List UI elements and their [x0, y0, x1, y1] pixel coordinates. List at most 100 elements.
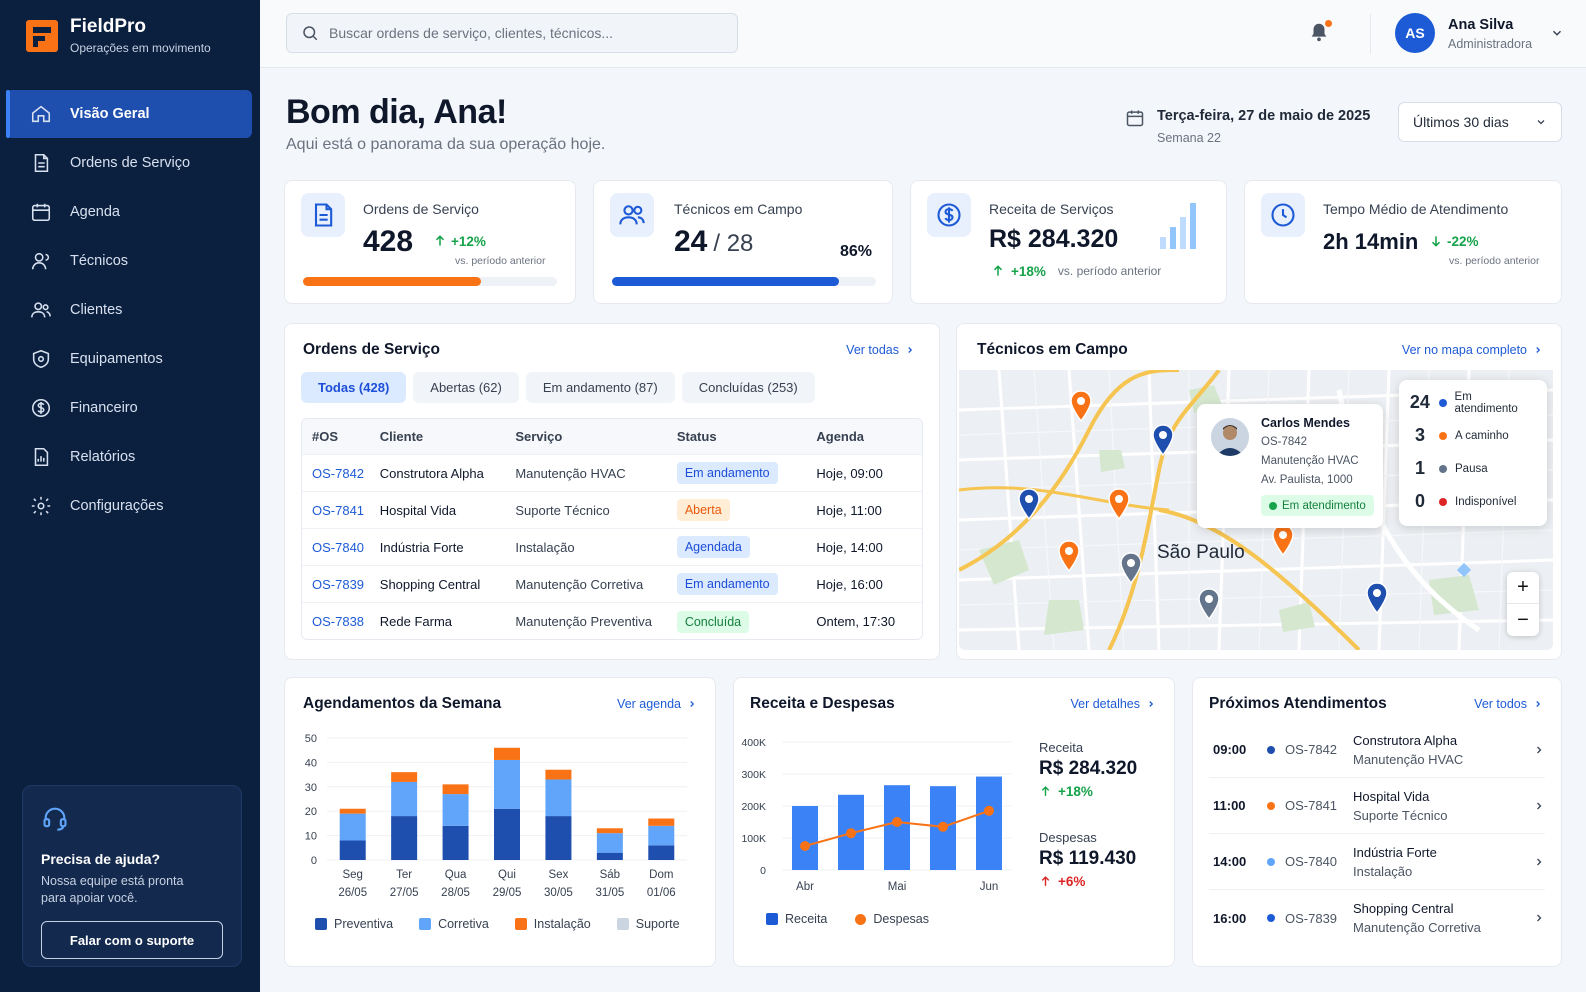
map-view[interactable]: Carlos Mendes OS-7842 Manutenção HVAC Av…	[959, 370, 1553, 650]
bar-segment[interactable]	[648, 818, 675, 826]
bar-segment[interactable]	[339, 840, 366, 860]
map-pin-icon[interactable]	[1365, 582, 1389, 614]
orders-tab[interactable]: Concluídas (253)	[681, 372, 815, 403]
bar-segment[interactable]	[648, 825, 675, 846]
upcoming-item[interactable]: 09:00 OS-7842 Construtora Alpha Manutenção …	[1209, 722, 1545, 778]
sidebar-item-agenda[interactable]: Agenda	[6, 188, 252, 236]
map-pin-icon[interactable]	[1271, 524, 1295, 556]
bar-segment[interactable]	[545, 769, 572, 780]
tech-popup[interactable]: Carlos Mendes OS-7842 Manutenção HVAC Av…	[1197, 404, 1383, 528]
table-row[interactable]: OS-7841 Hospital Vida Suporte Técnico Abert…	[302, 492, 922, 529]
finance-link[interactable]: Ver detalhes	[1071, 697, 1157, 711]
sidebar-item-visao-geral[interactable]: Visão Geral	[6, 90, 252, 138]
os-link[interactable]: OS-7842	[312, 465, 365, 481]
bar-segment[interactable]	[494, 747, 520, 760]
map-full-link[interactable]: Ver no mapa completo	[1402, 343, 1543, 357]
avatar[interactable]: AS	[1395, 13, 1435, 53]
sidebar-item-configuracoes[interactable]: Configurações	[6, 482, 252, 530]
map-title: Técnicos em Campo	[977, 341, 1128, 358]
bar-segment[interactable]	[648, 845, 675, 860]
expense-point[interactable]	[892, 817, 902, 827]
current-date: Terça-feira, 27 de maio de 2025	[1157, 108, 1371, 124]
table-row[interactable]: OS-7842 Construtora Alpha Manutenção HVAC E…	[302, 455, 922, 492]
period-select[interactable]: Últimos 30 dias	[1398, 102, 1562, 142]
revenue-bar[interactable]	[792, 806, 818, 870]
bar-segment[interactable]	[545, 816, 572, 860]
search-input[interactable]: Buscar ordens de serviço, clientes, técn…	[286, 13, 738, 53]
upcoming-service: Instalação	[1353, 863, 1413, 879]
status-badge: Aberta	[676, 499, 730, 521]
os-link[interactable]: OS-7839	[312, 576, 365, 592]
zoom-in-button[interactable]: +	[1507, 572, 1539, 604]
bar-segment[interactable]	[339, 813, 366, 841]
kpi-techs-value: 24	[674, 225, 708, 258]
orders-tab[interactable]: Todas (428)	[301, 372, 407, 403]
orders-tab[interactable]: Em andamento (87)	[525, 372, 675, 403]
upcoming-item[interactable]: 16:00 OS-7839 Shopping Central Manutenção C…	[1209, 890, 1545, 946]
map-pin-icon[interactable]	[1151, 424, 1175, 456]
os-link[interactable]: OS-7841	[312, 502, 365, 518]
bar-segment[interactable]	[442, 784, 469, 795]
bar-segment[interactable]	[391, 816, 418, 860]
bar-segment[interactable]	[391, 781, 418, 817]
expense-point[interactable]	[984, 805, 994, 816]
bar-segment[interactable]	[442, 825, 469, 860]
support-button[interactable]: Falar com o suporte	[41, 921, 223, 959]
sidebar-item-relatorios[interactable]: Relatórios	[6, 433, 252, 481]
table-row[interactable]: OS-7838 Rede Farma Manutenção Preventiva Co…	[302, 603, 922, 639]
expense-point[interactable]	[846, 828, 856, 839]
schedule-link[interactable]: Ver agenda	[617, 697, 697, 711]
bar-segment[interactable]	[545, 779, 572, 817]
upcoming-link[interactable]: Ver todos	[1474, 697, 1543, 711]
os-link[interactable]: OS-7840	[312, 539, 365, 555]
upcoming-item[interactable]: 11:00 OS-7841 Hospital Vida Suporte Técnico	[1209, 778, 1545, 834]
legend-item: Suporte	[616, 917, 680, 931]
table-row[interactable]: OS-7839 Shopping Central Manutenção Corret…	[302, 566, 922, 603]
bar-segment[interactable]	[442, 794, 469, 826]
finance-chart-panel: Receita e Despesas Ver detalhes 400K 300K…	[733, 677, 1175, 967]
kpi-revenue[interactable]: Receita de Serviços R$ 284.320 +18% vs. …	[910, 180, 1227, 304]
user-name[interactable]: Ana Silva	[1448, 17, 1514, 33]
upcoming-panel: Próximos Atendimentos Ver todos 09:00 OS-…	[1192, 677, 1562, 967]
sidebar-item-ordens-de-servico[interactable]: Ordens de Serviço	[6, 139, 252, 187]
upcoming-item[interactable]: 14:00 OS-7840 Indústria Forte Instalação	[1209, 834, 1545, 890]
chevron-right-icon	[908, 347, 913, 353]
bar-segment[interactable]	[494, 808, 520, 860]
map-pin-icon[interactable]	[1069, 390, 1093, 422]
x-date-label: 01/06	[647, 887, 676, 899]
users-icon	[31, 302, 51, 318]
brand[interactable]: FieldPro Operações em movimento	[26, 16, 211, 55]
kpi-techs[interactable]: Técnicos em Campo 24 / 28 86%	[593, 180, 893, 304]
bar-segment[interactable]	[391, 772, 418, 782]
revenue-bar[interactable]	[976, 776, 1002, 870]
sidebar-item-equipamentos[interactable]: Equipamentos	[6, 335, 252, 383]
revenue-bar[interactable]	[884, 785, 910, 870]
kpi-orders-icon-wrap	[301, 193, 345, 237]
expense-point[interactable]	[938, 821, 948, 832]
kpi-time[interactable]: Tempo Médio de Atendimento 2h 14min -22%…	[1244, 180, 1562, 304]
map-pin-icon[interactable]	[1057, 540, 1081, 572]
os-link[interactable]: OS-7838	[312, 614, 365, 629]
bar-segment[interactable]	[596, 833, 623, 853]
upcoming-dot	[1267, 857, 1275, 866]
kpi-orders[interactable]: Ordens de Serviço 428 +12% vs. período a…	[284, 180, 576, 304]
expense-point[interactable]	[800, 841, 810, 851]
bar-segment[interactable]	[596, 852, 623, 860]
sidebar-item-clientes[interactable]: Clientes	[6, 286, 252, 334]
orders-tab[interactable]: Abertas (62)	[413, 372, 519, 403]
bar-segment[interactable]	[494, 759, 520, 809]
orders-view-all-link[interactable]: Ver todas	[846, 343, 915, 357]
sidebar-item-financeiro[interactable]: Financeiro	[6, 384, 252, 432]
y-tick-label: 400K	[741, 737, 766, 749]
map-pin-icon[interactable]	[1119, 552, 1143, 584]
map-pin-icon[interactable]	[1017, 488, 1041, 520]
bar-segment[interactable]	[339, 808, 366, 814]
map-pin-icon[interactable]	[1197, 588, 1221, 620]
sidebar-item-tecnicos[interactable]: Técnicos	[6, 237, 252, 285]
table-row[interactable]: OS-7840 Indústria Forte Instalação Agendada…	[302, 529, 922, 566]
map-pin-icon[interactable]	[1107, 488, 1131, 520]
bar-segment[interactable]	[596, 828, 623, 834]
zoom-out-button[interactable]: −	[1517, 608, 1529, 631]
notifications-button[interactable]	[1308, 20, 1332, 46]
chevron-down-icon[interactable]	[1550, 26, 1564, 40]
